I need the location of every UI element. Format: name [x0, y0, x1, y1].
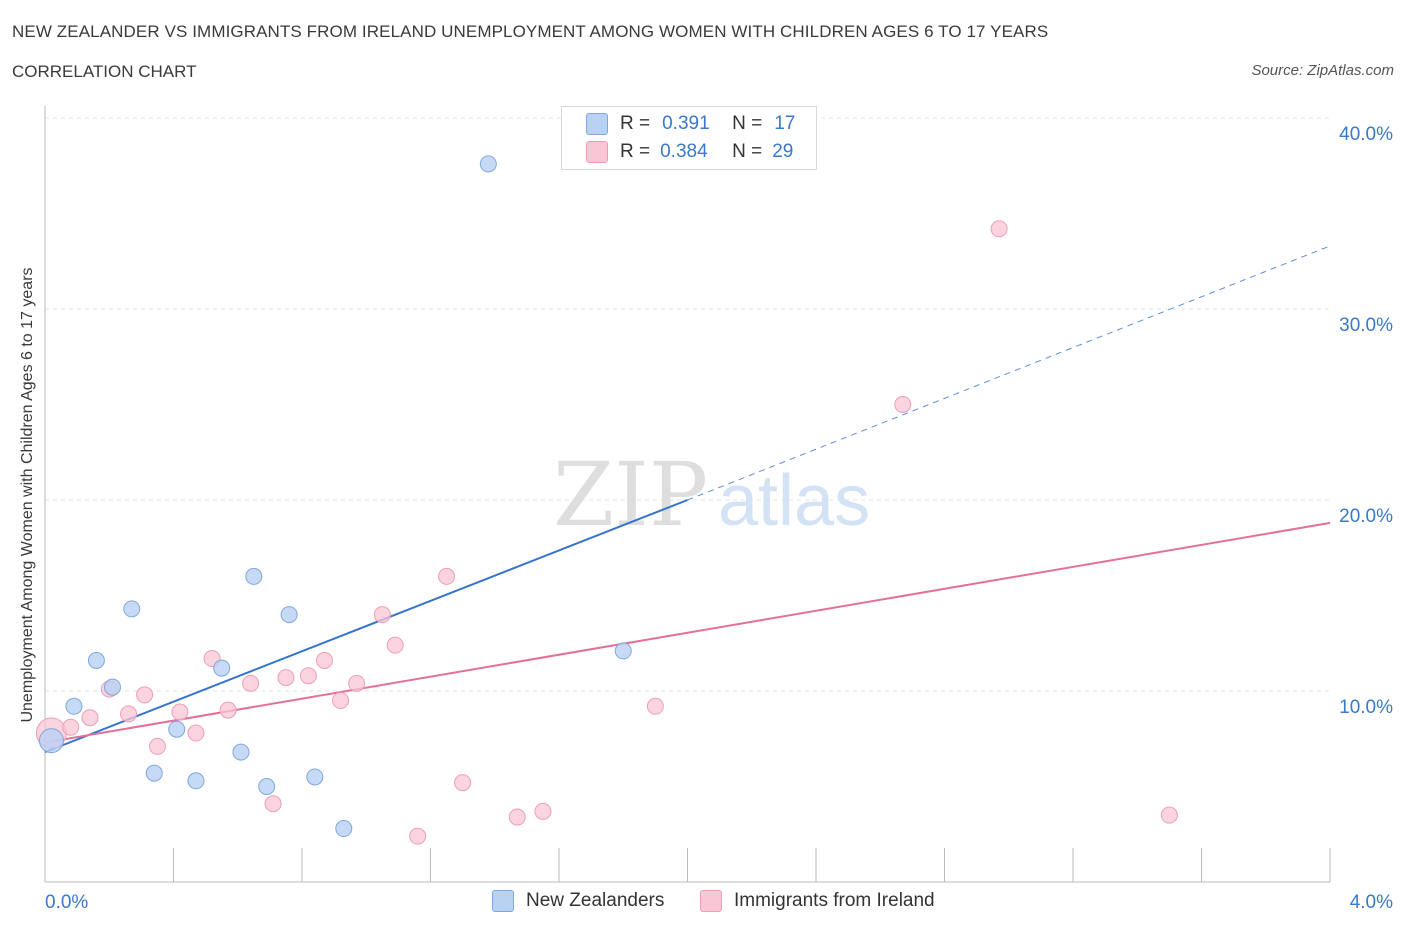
point-new-zealanders [245, 567, 263, 585]
point-immigrants-ireland [277, 669, 295, 687]
point-immigrants-ireland [120, 705, 138, 723]
point-new-zealanders [168, 720, 186, 738]
point-new-zealanders [87, 651, 105, 669]
point-new-zealanders [232, 743, 250, 761]
legend-n-label: N = [732, 141, 763, 162]
point-immigrants-ireland [348, 674, 366, 692]
grid-lines [45, 117, 1330, 692]
point-immigrants-ireland [373, 606, 391, 624]
correlation-legend: R = 0.391 N = 17 R = 0.384 N = 29 [561, 106, 817, 170]
y-tick-label: 10.0% [1339, 697, 1393, 718]
point-immigrants-ireland [454, 774, 472, 792]
bottom-legend-swatch-blue [492, 890, 514, 912]
axes [44, 106, 1331, 883]
legend-r-value: 0.391 [662, 113, 710, 134]
chart-subtitle: CORRELATION CHART [12, 62, 197, 81]
bottom-legend-swatch-pink [700, 890, 722, 912]
point-new-zealanders [123, 600, 141, 618]
legend-swatch-pink [586, 141, 608, 163]
point-immigrants-ireland [81, 709, 99, 727]
x-tick-label-end: 4.0% [1350, 892, 1393, 913]
data-points [35, 155, 1178, 845]
point-new-zealanders [306, 768, 324, 786]
point-new-zealanders [335, 820, 353, 838]
chart-title: NEW ZEALANDER VS IMMIGRANTS FROM IRELAND… [12, 22, 1049, 41]
trendline-immigrants-ireland [44, 521, 1331, 744]
point-immigrants-ireland [171, 703, 189, 721]
trend-lines [44, 245, 1331, 754]
point-immigrants-ireland [386, 636, 404, 654]
tick-labels: 10.0% 20.0% 30.0% 40.0% 0.0% 4.0% [45, 124, 1393, 913]
point-immigrants-ireland [148, 737, 166, 755]
watermark-atlas: atlas [718, 461, 870, 541]
point-new-zealanders [145, 764, 163, 782]
legend-n-value: 29 [772, 141, 794, 162]
watermark: ZIP atlas [553, 443, 870, 546]
watermark-zip: ZIP [553, 443, 708, 546]
bottom-legend-label: New Zealanders [526, 890, 665, 911]
source-label: Source: ZipAtlas.com [1251, 62, 1394, 79]
point-immigrants-ireland [219, 701, 237, 719]
y-tick-label: 20.0% [1339, 506, 1393, 527]
point-immigrants-ireland [299, 667, 317, 685]
x-tick-label-start: 0.0% [45, 892, 88, 913]
point-new-zealanders [213, 659, 231, 677]
legend-n-value: 17 [774, 113, 796, 134]
point-immigrants-ireland [534, 802, 552, 820]
point-immigrants-ireland [508, 808, 526, 826]
y-tick-label: 30.0% [1339, 315, 1393, 336]
bottom-legend-label: Immigrants from Ireland [734, 890, 935, 911]
point-new-zealanders [614, 642, 632, 660]
point-immigrants-ireland [990, 220, 1008, 238]
point-immigrants-ireland [894, 396, 912, 413]
point-new-zealanders [187, 772, 205, 790]
point-new-zealanders [103, 678, 121, 696]
point-immigrants-ireland [332, 692, 350, 710]
legend-row-immigrants-ireland: R = 0.384 N = 29 [586, 141, 793, 163]
trendline-new-zealanders-extension [687, 245, 1331, 501]
legend-n-label: N = [732, 113, 763, 134]
legend-r-label: R = [620, 141, 651, 162]
point-new-zealanders [479, 155, 497, 173]
point-immigrants-ireland [438, 567, 456, 585]
point-new-zealanders [38, 728, 64, 754]
point-immigrants-ireland [242, 674, 260, 692]
point-new-zealanders [280, 606, 298, 624]
point-immigrants-ireland [62, 718, 80, 736]
point-immigrants-ireland [646, 697, 664, 715]
trendline-new-zealanders [44, 499, 688, 754]
point-immigrants-ireland [187, 724, 205, 742]
point-new-zealanders [65, 697, 83, 715]
point-immigrants-ireland [1160, 806, 1178, 824]
point-immigrants-ireland [409, 827, 427, 845]
legend-r-label: R = [620, 113, 651, 134]
legend-row-new-zealanders: R = 0.391 N = 17 [586, 113, 795, 135]
point-immigrants-ireland [136, 686, 154, 704]
bottom-legend-immigrants-ireland: Immigrants from Ireland [700, 890, 935, 912]
legend-r-value: 0.384 [660, 141, 708, 162]
point-new-zealanders [258, 778, 276, 795]
bottom-legend-new-zealanders: New Zealanders [492, 890, 664, 912]
point-immigrants-ireland [264, 795, 282, 813]
legend-swatch-blue [586, 113, 608, 135]
y-tick-label: 40.0% [1339, 124, 1393, 145]
point-immigrants-ireland [315, 651, 333, 669]
